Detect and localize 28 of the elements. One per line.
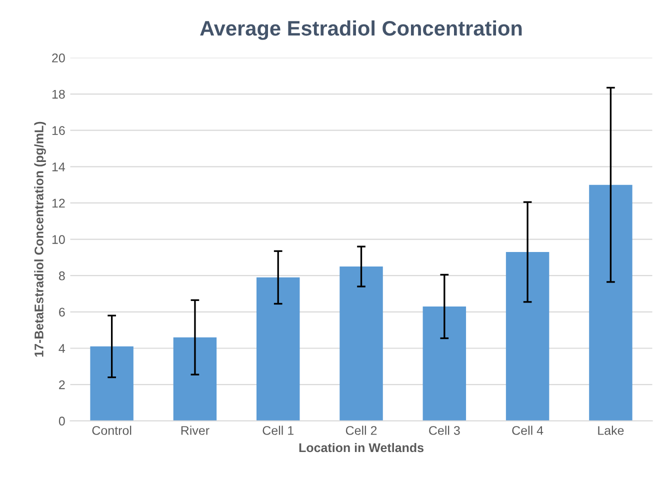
bar	[90, 346, 134, 421]
x-tick-label: Lake	[598, 426, 624, 435]
y-tick-label: 0	[58, 416, 65, 426]
chart-title: Average Estradiol Concentration	[200, 20, 522, 40]
y-tick-label: 8	[58, 271, 65, 280]
x-tick-label: Control	[92, 426, 132, 435]
x-tick-label: River	[181, 426, 210, 435]
y-tick-label: 6	[59, 308, 65, 317]
x-axis-title: Location in Wetlands	[299, 442, 424, 452]
y-tick-label: 2	[59, 380, 65, 390]
y-tick-label: 16	[52, 126, 65, 136]
bar	[340, 266, 383, 421]
y-tick-label: 14	[52, 162, 66, 172]
y-tick-label: 18	[52, 90, 65, 99]
x-tick-label: Cell 3	[429, 426, 460, 435]
x-tick-label: Cell 4	[512, 426, 544, 435]
y-tick-label: 10	[52, 235, 65, 244]
y-axis-title: 17-BetaEstradiol Concentration (pg/mL)	[34, 122, 46, 357]
bar	[422, 306, 466, 421]
y-tick-label: 20	[52, 54, 65, 62]
x-tick-label: Cell 1	[262, 426, 294, 435]
bar	[589, 184, 632, 421]
x-tick-label: Cell 2	[346, 426, 377, 435]
y-tick-label: 4	[58, 344, 66, 353]
bar	[256, 277, 300, 421]
y-tick-label: 12	[52, 198, 65, 208]
bar	[506, 252, 550, 421]
bar	[173, 337, 217, 421]
